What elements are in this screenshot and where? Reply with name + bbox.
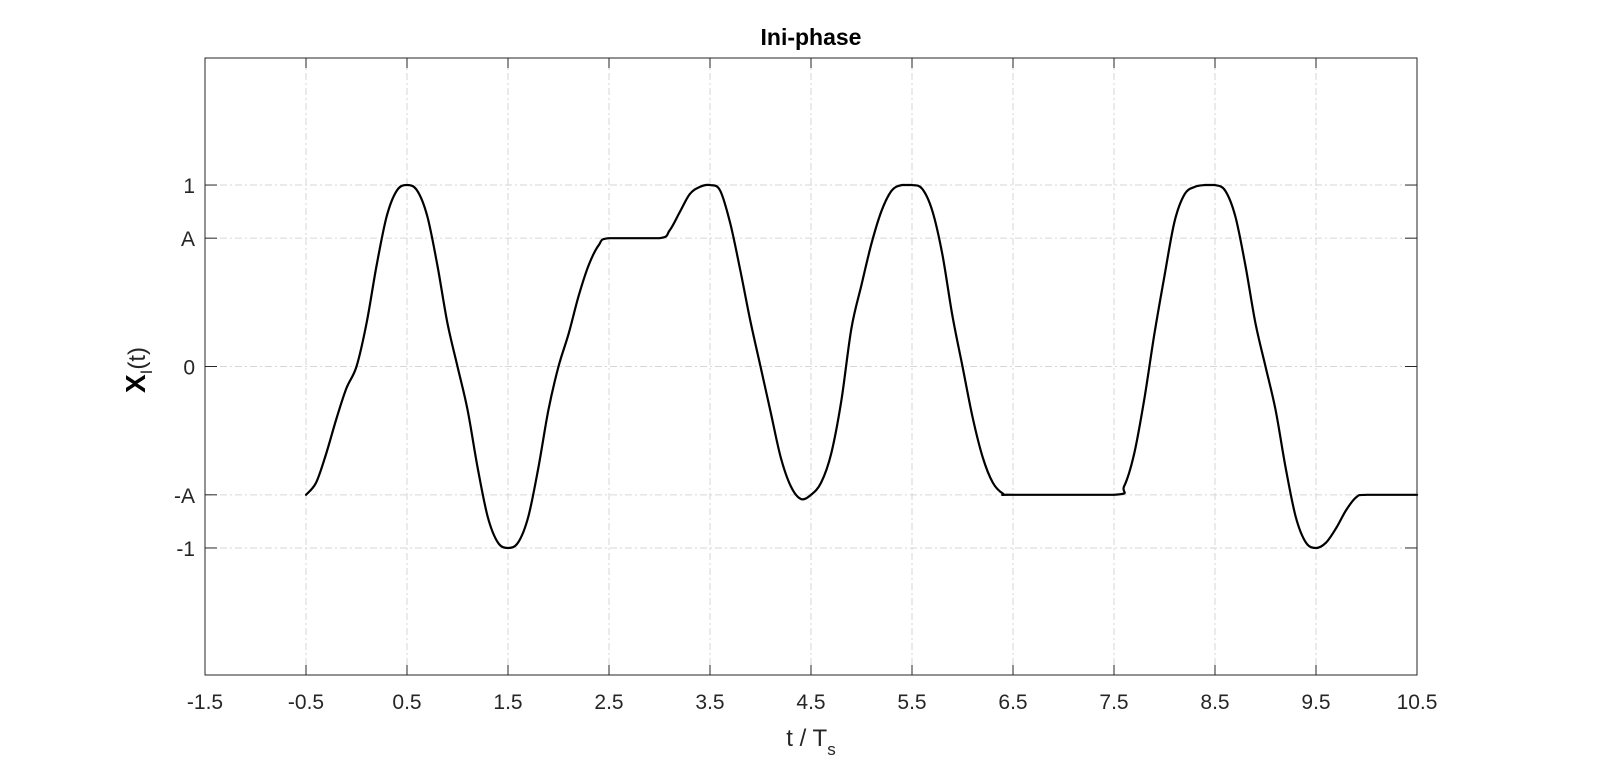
- x-tick-label: 5.5: [897, 691, 926, 714]
- y-axis-label-suffix: (t): [124, 347, 151, 370]
- y-tick-label: -A: [174, 485, 195, 508]
- y-axis-label-main: X: [120, 374, 151, 393]
- x-tick-label: 3.5: [695, 691, 724, 714]
- y-axis-label: XI(t): [120, 347, 156, 393]
- plot-frame: [204, 57, 1418, 676]
- x-tick-label: 8.5: [1200, 691, 1229, 714]
- x-tick-label: 6.5: [998, 691, 1027, 714]
- y-axis-label-sub: I: [137, 370, 156, 375]
- y-tick-labels: -1 -A 0 A 1: [174, 175, 195, 561]
- x-axis-label: t / Ts: [786, 725, 835, 759]
- y-tick-label: -1: [176, 538, 195, 561]
- y-tick-label: 1: [183, 175, 195, 198]
- chart-title: Ini-phase: [761, 24, 862, 50]
- x-axis-label-main: t / T: [786, 725, 827, 752]
- series-line: [304, 183, 1419, 550]
- x-tick-label: 10.5: [1397, 691, 1438, 714]
- x-tick-label: 7.5: [1099, 691, 1128, 714]
- x-tick-label: 1.5: [493, 691, 522, 714]
- x-tick-label: -0.5: [288, 691, 324, 714]
- y-tick-label: 0: [183, 357, 195, 380]
- x-tick-labels: -1.5 -0.5 0.5 1.5 2.5 3.5 4.5 5.5 6.5 7.5 8.5 9.5 10…: [187, 691, 1438, 714]
- x-tick-label: 9.5: [1301, 691, 1330, 714]
- x-axis-label-sub: s: [827, 740, 836, 759]
- x-tick-label: 4.5: [796, 691, 825, 714]
- x-tick-label: -1.5: [187, 691, 223, 714]
- y-tick-label: A: [181, 228, 195, 251]
- x-tick-label: 0.5: [392, 691, 421, 714]
- x-tick-label: 2.5: [594, 691, 623, 714]
